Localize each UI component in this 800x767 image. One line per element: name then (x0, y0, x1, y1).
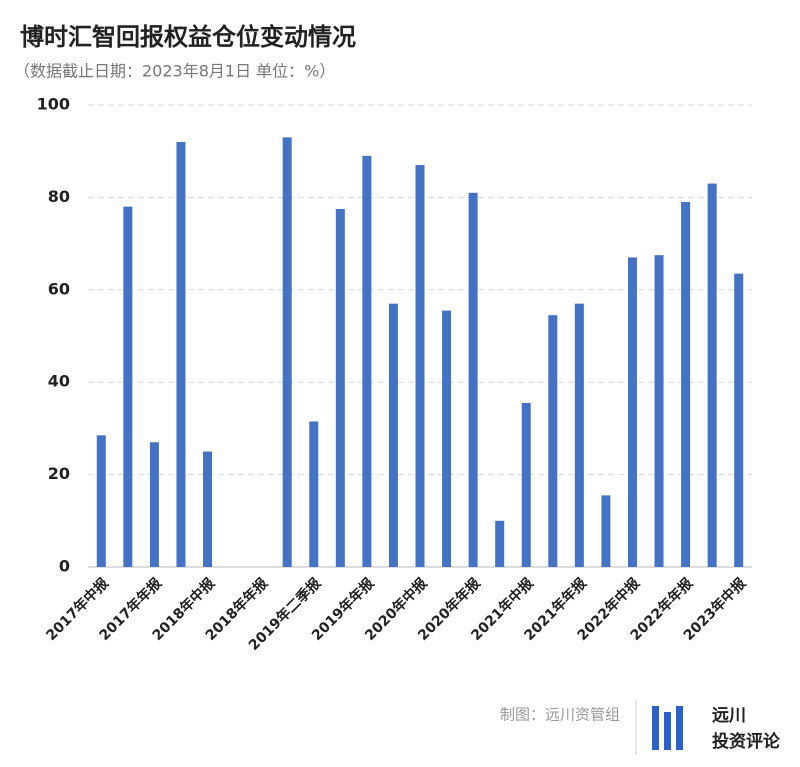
chart-subtitle: （数据截止日期：2023年8月1日 单位：%） (14, 62, 335, 81)
bar (415, 165, 425, 567)
y-tick-label: 80 (48, 187, 70, 206)
credit: 制图：远川资管组 (500, 706, 620, 724)
bar (388, 303, 398, 567)
logo-icon (652, 706, 683, 750)
bar (309, 421, 319, 567)
bar (627, 257, 637, 567)
bar (601, 495, 611, 567)
bar (203, 451, 213, 567)
bar (468, 192, 478, 567)
bar (521, 402, 531, 567)
chart-title: 博时汇智回报权益仓位变动情况 (20, 23, 356, 51)
bar (707, 183, 717, 568)
bar (548, 315, 558, 567)
bar (123, 206, 133, 567)
bar (362, 155, 372, 567)
bar (574, 303, 584, 567)
bar (96, 435, 106, 567)
y-tick-label: 0 (59, 557, 70, 576)
bar (149, 442, 159, 567)
bar (176, 141, 186, 567)
y-tick-label: 40 (48, 372, 70, 391)
bar (282, 137, 292, 567)
y-tick-label: 100 (37, 95, 70, 114)
logo-text: 投资评论 (712, 731, 781, 752)
bar (442, 310, 452, 567)
bar (681, 202, 691, 567)
y-tick-label: 60 (48, 279, 70, 298)
bar (654, 255, 664, 567)
bar (495, 520, 505, 567)
bar (335, 208, 345, 567)
logo-text: 远川 (712, 706, 746, 726)
bar (734, 273, 744, 567)
y-tick-label: 20 (48, 464, 70, 483)
